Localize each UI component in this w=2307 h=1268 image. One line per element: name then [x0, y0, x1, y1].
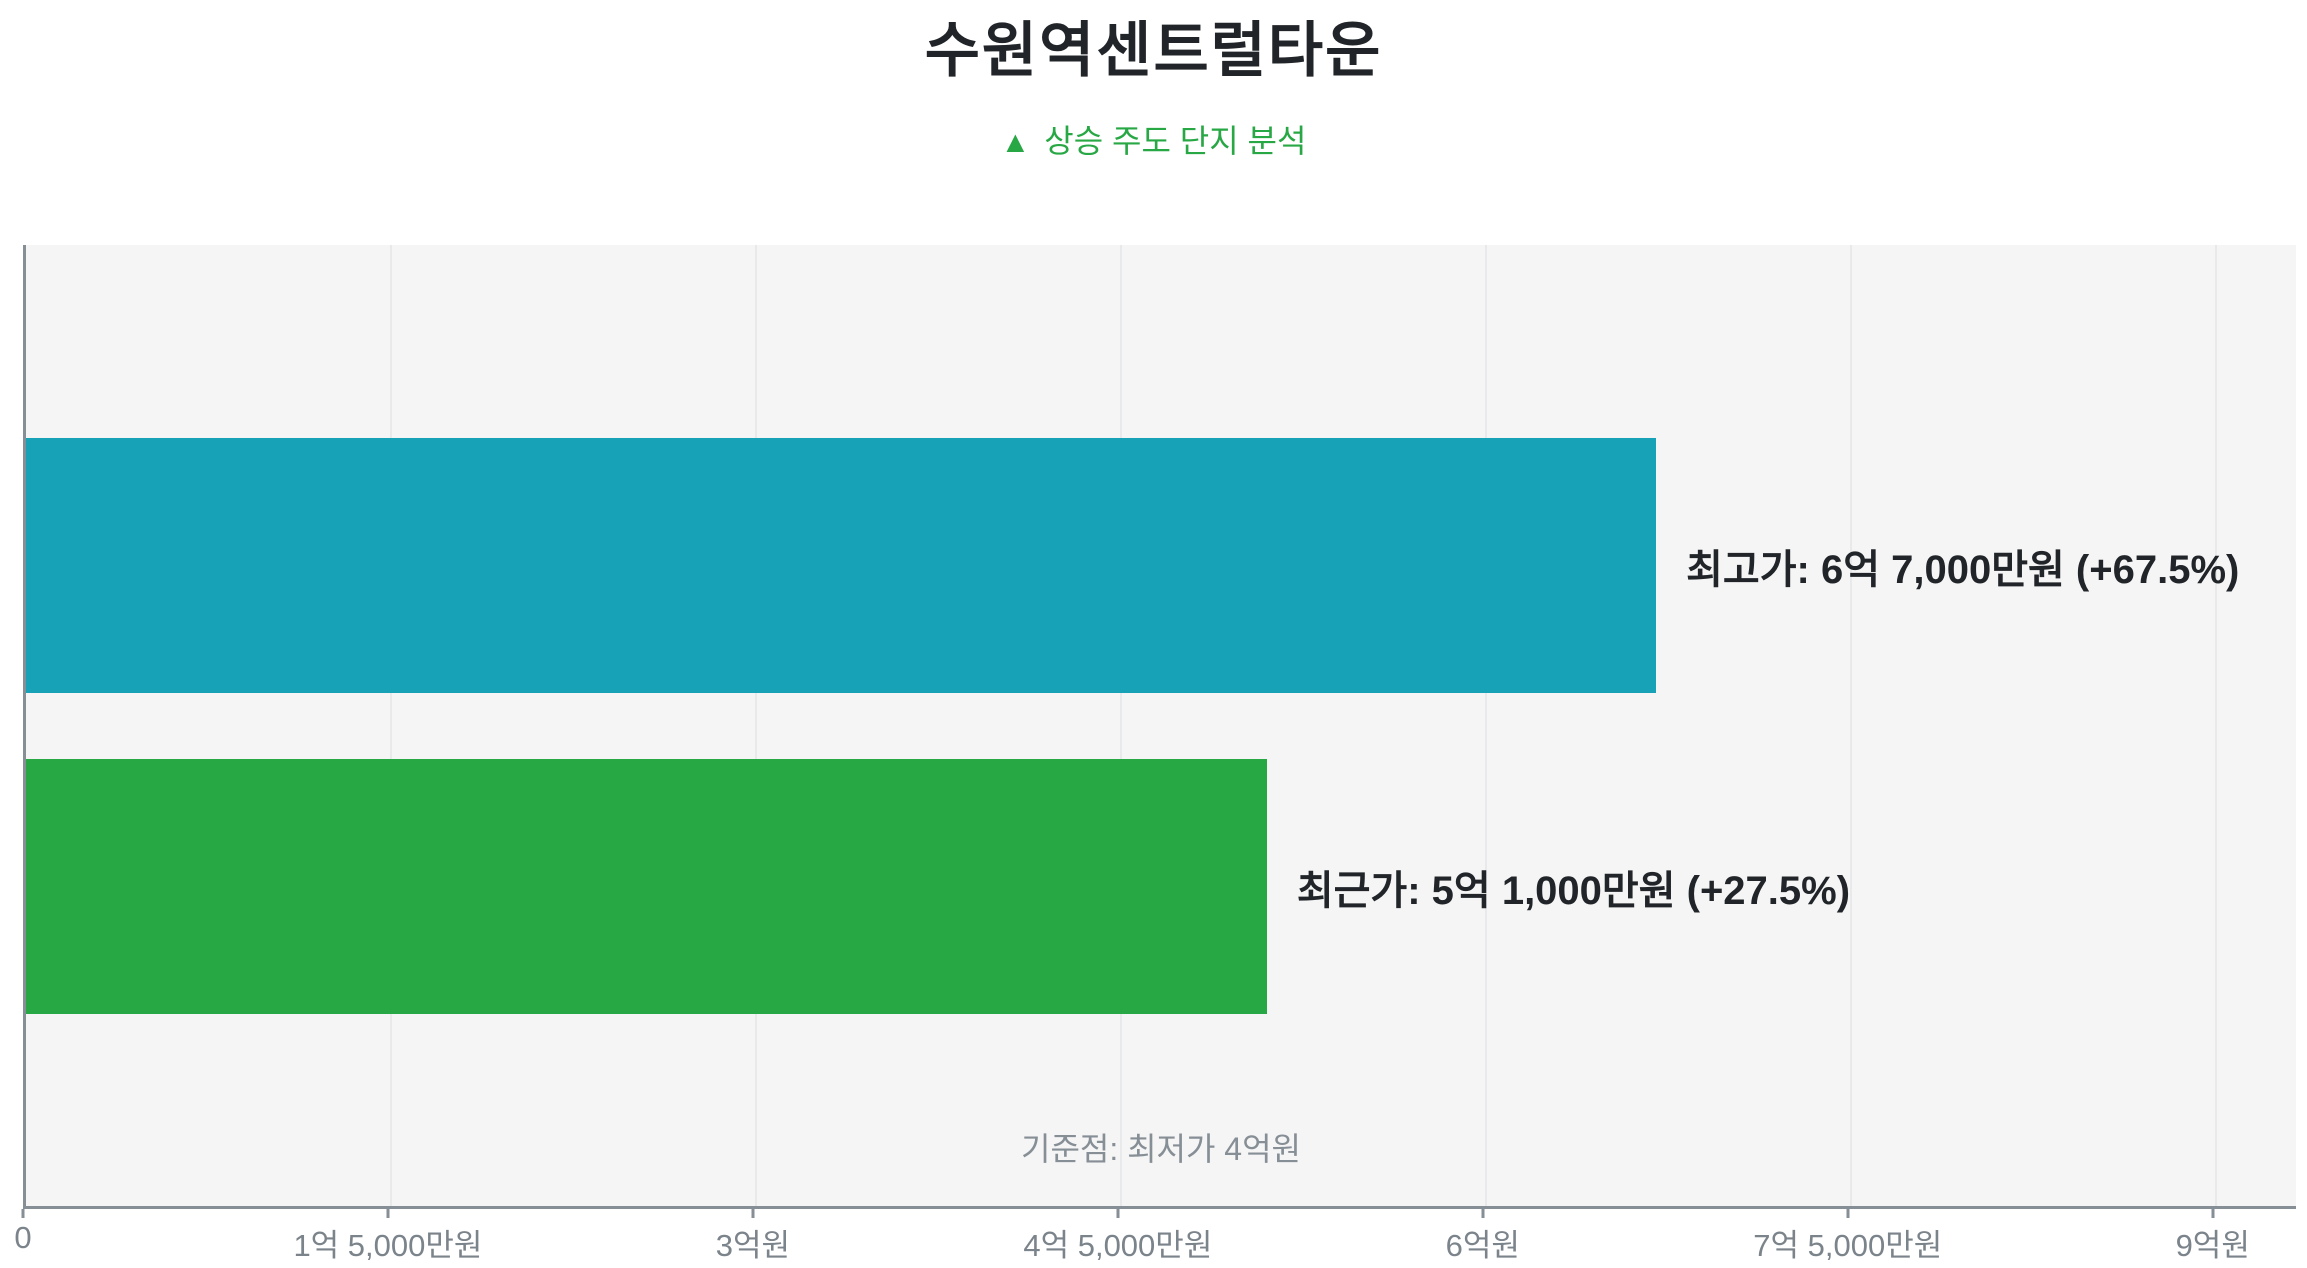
- x-tick-mark: [751, 1209, 755, 1218]
- x-tick-mark: [1846, 1209, 1850, 1218]
- rise-triangle-icon: ▲: [1000, 126, 1031, 159]
- x-tick-label: 9억원: [2175, 1228, 2250, 1263]
- baseline-annotation: 기준점: 최저가 4억원: [1021, 1131, 1301, 1167]
- x-tick-mark: [2211, 1209, 2215, 1218]
- x-tick-mark: [386, 1209, 390, 1218]
- gridline-9: [2214, 245, 2217, 1206]
- x-tick-mark: [21, 1209, 25, 1218]
- gridline-3: [754, 245, 757, 1206]
- x-tick-label: 0: [14, 1220, 32, 1255]
- bar-value-label: 최고가: 6억 7,000만원 (+67.5%): [1686, 547, 2240, 592]
- chart-subtitle-text: 상승 주도 단지 분석: [1044, 123, 1307, 159]
- bar-최근가: [26, 759, 1267, 1014]
- gridline-6: [1484, 245, 1487, 1206]
- chart-subtitle: ▲ 상승 주도 단지 분석: [0, 116, 2307, 162]
- bar-최고가: [26, 438, 1657, 693]
- chart-title: 수원역센트럴타운: [924, 17, 1383, 84]
- gridline-4.5: [1119, 245, 1122, 1206]
- gridline-1.5: [389, 245, 392, 1206]
- x-tick-label: 1억 5,000만원: [293, 1228, 483, 1263]
- x-tick-label: 7억 5,000만원: [1753, 1228, 1943, 1263]
- x-tick-label: 6억원: [1445, 1228, 1520, 1263]
- bar-row-최고가: 최고가: 6억 7,000만원 (+67.5%): [26, 438, 2296, 693]
- bar-row-최근가: 최근가: 5억 1,000만원 (+27.5%): [26, 759, 2296, 1014]
- bar-value-label: 최근가: 5억 1,000만원 (+27.5%): [1296, 868, 1851, 913]
- x-axis: 0 1억 5,000만원 3억원 4억 5,000만원 6억원 7억 5,000만원 9억원: [14, 1209, 2293, 1268]
- gridline-7.5: [1849, 245, 1852, 1206]
- x-tick-label: 3억원: [715, 1228, 791, 1263]
- x-tick-mark: [1116, 1209, 1120, 1218]
- x-tick-label: 4억 5,000만원: [1023, 1228, 1213, 1263]
- x-tick-mark: [1481, 1209, 1485, 1218]
- plot-area: 최고가: 6억 7,000만원 (+67.5%) 최근가: 5억 1,000만원 …: [23, 245, 2296, 1209]
